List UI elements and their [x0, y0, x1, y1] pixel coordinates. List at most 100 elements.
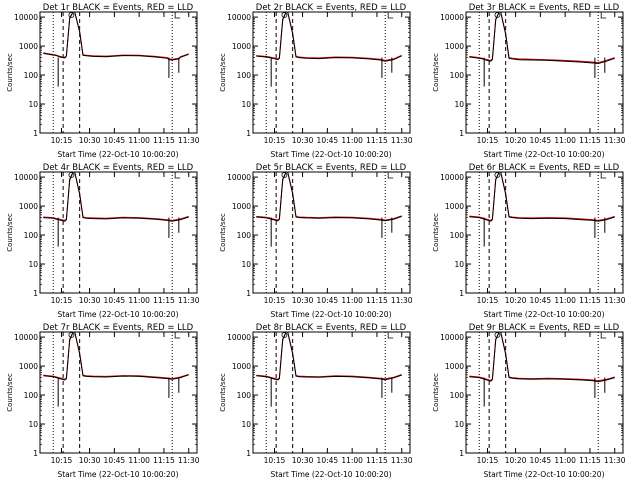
d5-plot-frame — [252, 171, 411, 294]
chart-det-8r-plot: Det 8r BLACK = Events, RED = LLD 1 10 100 10… — [219, 323, 413, 479]
d6-ylabel: Counts/sec — [432, 213, 440, 252]
chart-det-7r: Det 7r BLACK = Events, RED = LLD 1 10 100 10… — [0, 320, 213, 480]
d1-xtick-label-5: 11:30 — [178, 136, 200, 145]
d5-xtick-label-4: 11:15 — [366, 296, 388, 305]
d8-series-events — [256, 332, 402, 381]
d4-xtick-label-4: 11:15 — [153, 296, 175, 305]
d2-title: Det 2r BLACK = Events, RED = LLD — [256, 3, 407, 13]
d3-ytick-label-1: 10 — [454, 100, 464, 109]
d1-series-events — [43, 12, 189, 61]
d3-ytick-label-2: 100 — [450, 71, 465, 80]
d4-plot-frame — [39, 171, 198, 294]
d1-ytick-label-3: 1000 — [19, 42, 38, 51]
d4-series-events — [43, 172, 189, 222]
d8-xtick-label-2: 10:45 — [317, 456, 339, 465]
d3-ytick-label-4: 10000 — [440, 13, 464, 22]
d5-ytick-label-0: 1 — [246, 289, 251, 298]
d9-ytick-label-2: 100 — [450, 391, 465, 400]
d3-xtick-label-5: 11:30 — [604, 136, 626, 145]
d5-series-lld — [256, 172, 402, 221]
d6-ytick-label-3: 1000 — [445, 202, 464, 211]
d6-ytick-label-0: 1 — [459, 289, 464, 298]
d3-marker-l — [600, 12, 607, 19]
d5-ytick-label-4: 10000 — [227, 173, 251, 182]
d9-xtick-label-1: 10:20 — [505, 456, 527, 465]
d2-series-lld — [256, 12, 402, 61]
d5-marker-l — [387, 172, 394, 179]
d7-xlabel: Start Time (22-Oct-10 10:00:20) — [57, 470, 178, 479]
d1-ylabel: Counts/sec — [6, 53, 14, 92]
d1-marker-o — [68, 12, 75, 18]
d3-series-lld — [469, 12, 615, 64]
d5-ytick-label-3: 1000 — [232, 202, 251, 211]
d4-title: Det 4r BLACK = Events, RED = LLD — [43, 163, 194, 173]
d2-ytick-label-1: 10 — [241, 100, 251, 109]
d7-title: Det 7r BLACK = Events, RED = LLD — [43, 323, 194, 333]
chart-det-5r-plot: Det 5r BLACK = Events, RED = LLD 1 10 100 10… — [219, 163, 413, 319]
d6-title: Det 6r BLACK = Events, RED = LLD — [469, 163, 620, 173]
d3-ytick-label-3: 1000 — [445, 42, 464, 51]
d2-marker-l — [387, 12, 394, 19]
d4-ytick-label-1: 10 — [28, 260, 38, 269]
d5-ytick-label-1: 10 — [241, 260, 251, 269]
d7-series-lld — [43, 332, 189, 380]
d2-plot-frame — [252, 11, 411, 134]
chart-det-6r-plot: Det 6r BLACK = Events, RED = LLD 1 10 100 10… — [432, 163, 626, 319]
d3-xtick-label-0: 10:15 — [477, 136, 499, 145]
d2-ytick-label-4: 10000 — [227, 13, 251, 22]
d6-xtick-label-2: 10:45 — [530, 296, 552, 305]
d5-xtick-label-2: 10:45 — [317, 296, 339, 305]
d1-xlabel: Start Time (22-Oct-10 10:00:20) — [57, 150, 178, 159]
d4-ylabel: Counts/sec — [6, 213, 14, 252]
d8-xtick-label-4: 11:15 — [366, 456, 388, 465]
d9-xlabel: Start Time (22-Oct-10 10:00:20) — [483, 470, 604, 479]
d6-marker-l — [600, 172, 607, 179]
d1-xtick-label-0: 10:15 — [51, 136, 73, 145]
d4-ytick-label-0: 1 — [33, 289, 38, 298]
d9-marker-l — [600, 332, 607, 339]
d9-series-events — [469, 332, 615, 383]
chart-det-9r: Det 9r BLACK = Events, RED = LLD 1 10 100 10… — [426, 320, 639, 480]
d9-xtick-label-3: 11:00 — [554, 456, 576, 465]
chart-det-4r-plot: Det 4r BLACK = Events, RED = LLD 1 10 100 10… — [6, 163, 200, 319]
d6-ytick-label-1: 10 — [454, 260, 464, 269]
d9-ytick-label-1: 10 — [454, 420, 464, 429]
d3-xtick-label-3: 11:00 — [554, 136, 576, 145]
chart-det-3r-plot: Det 3r BLACK = Events, RED = LLD 1 10 100 10… — [432, 3, 626, 159]
d3-xtick-label-4: 11:15 — [579, 136, 601, 145]
d7-xtick-label-2: 10:45 — [104, 456, 126, 465]
d5-xtick-label-1: 10:30 — [292, 296, 314, 305]
d7-xtick-label-5: 11:30 — [178, 456, 200, 465]
d1-xtick-label-4: 11:15 — [153, 136, 175, 145]
d4-xtick-label-1: 10:30 — [79, 296, 101, 305]
d9-title: Det 9r BLACK = Events, RED = LLD — [469, 323, 620, 333]
d2-ylabel: Counts/sec — [219, 53, 227, 92]
d2-xtick-label-2: 10:45 — [317, 136, 339, 145]
d6-ytick-label-2: 100 — [450, 231, 465, 240]
d5-xtick-label-0: 10:15 — [264, 296, 286, 305]
d1-ytick-label-4: 10000 — [14, 13, 38, 22]
chart-det-2r-plot: Det 2r BLACK = Events, RED = LLD 1 10 100 10… — [219, 3, 413, 159]
d9-xtick-label-2: 10:45 — [530, 456, 552, 465]
d7-series-events — [43, 332, 189, 381]
d3-xlabel: Start Time (22-Oct-10 10:00:20) — [483, 150, 604, 159]
d4-series-lld — [43, 172, 189, 221]
d2-xtick-label-5: 11:30 — [391, 136, 413, 145]
d7-ytick-label-0: 1 — [33, 449, 38, 458]
d5-series-events — [256, 172, 402, 222]
d8-ylabel: Counts/sec — [219, 373, 227, 412]
d1-title: Det 1r BLACK = Events, RED = LLD — [43, 3, 194, 13]
d8-title: Det 8r BLACK = Events, RED = LLD — [256, 323, 407, 333]
d3-plot-frame — [465, 11, 624, 134]
d2-marker-o — [281, 12, 288, 18]
d8-xtick-label-3: 11:00 — [341, 456, 363, 465]
d8-ytick-label-2: 100 — [237, 391, 252, 400]
d2-xlabel: Start Time (22-Oct-10 10:00:20) — [270, 150, 391, 159]
d4-marker-o — [68, 172, 75, 178]
d8-xtick-label-5: 11:30 — [391, 456, 413, 465]
d6-series-events — [469, 172, 615, 222]
d7-xtick-label-4: 11:15 — [153, 456, 175, 465]
d8-ytick-label-4: 10000 — [227, 333, 251, 342]
d6-xlabel: Start Time (22-Oct-10 10:00:20) — [483, 310, 604, 319]
d2-series-events — [256, 12, 402, 62]
